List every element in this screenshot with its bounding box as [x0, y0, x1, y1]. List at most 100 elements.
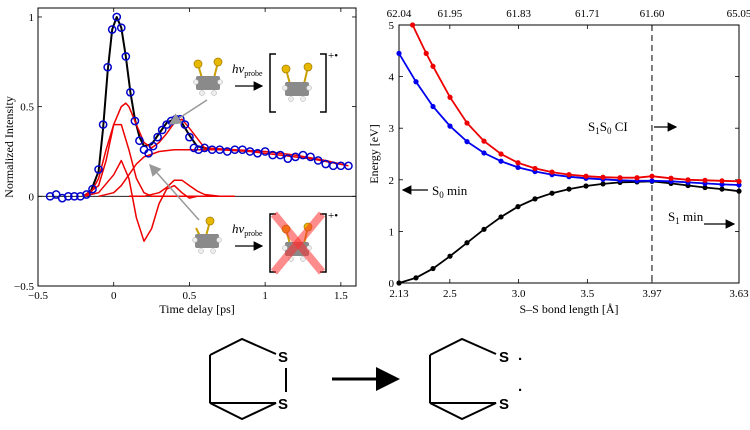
reactant-s2: S: [278, 396, 288, 413]
right-data-point: [617, 175, 623, 181]
left-data-point: [88, 184, 97, 194]
pointer-arrow-upper: [168, 99, 208, 125]
bracket-left-upper: [269, 53, 276, 113]
left-series-line-4: [83, 159, 220, 242]
right-data-point: [430, 63, 436, 69]
left-plot-frame: [37, 7, 357, 287]
right-data-point: [600, 174, 606, 180]
product-s2: S: [499, 396, 509, 413]
molecule-icon-lower: [192, 216, 222, 254]
right-data-point: [634, 175, 640, 181]
right-data-point: [481, 226, 487, 232]
left-data-point: [253, 148, 262, 158]
reactant-s1: S: [278, 349, 288, 366]
left-x-tick-label: 0: [111, 290, 117, 302]
left-y-axis-label: Normalized Intensity: [2, 96, 16, 198]
radical-dot-1: ·: [518, 351, 523, 368]
reaction-scheme: S S S S · ·: [209, 337, 523, 421]
left-series-line-3: [83, 123, 220, 198]
dithiane-reactant: S S: [209, 337, 288, 421]
cation-icon: [281, 62, 313, 102]
right-data-point: [719, 178, 725, 184]
left-data-point: [157, 125, 167, 135]
right-y-tick-label: 2: [389, 175, 395, 187]
right-x-tick-label: 3.5: [580, 288, 594, 300]
left-data-point: [135, 136, 144, 146]
right-x-tick-label: 3.63: [729, 288, 749, 300]
right-data-point: [600, 181, 606, 187]
bracket-right-upper: [320, 53, 327, 113]
right-y-tick-label: 0: [389, 278, 395, 290]
left-x-axis-label: Time delay [ps]: [159, 302, 235, 316]
cross-out-icon: [270, 211, 326, 275]
right-data-point: [423, 50, 429, 56]
left-data-point: [238, 145, 247, 155]
right-top-tick-label: 62.04: [387, 8, 412, 20]
right-top-tick-label: 61.95: [437, 8, 462, 20]
right-data-point: [549, 190, 555, 196]
left-data-point: [321, 159, 331, 169]
probe-inset-lower: hνprobe +•: [149, 163, 338, 275]
bracket-left-lower: [269, 213, 276, 273]
left-data-point: [283, 154, 293, 164]
right-data-point: [430, 265, 436, 272]
left-data-point: [94, 165, 103, 174]
probe-inset-upper: hνprobe +•: [168, 50, 338, 125]
left-data-point: [200, 143, 209, 153]
right-y-axis-label: Energy [eV]: [367, 124, 381, 183]
right-plot-frame: [398, 24, 740, 284]
right-data-point: [498, 151, 504, 157]
left-data-point: [291, 152, 300, 162]
left-data-point: [126, 87, 135, 97]
hv-probe-label-lower: hνprobe: [232, 221, 263, 238]
left-data-point: [313, 156, 323, 165]
right-data-point: [498, 158, 504, 164]
left-data-point: [103, 62, 113, 72]
right-data-point: [430, 103, 436, 110]
left-data-point: [116, 23, 126, 33]
left-x-tick-label: 0.5: [183, 290, 197, 302]
right-data-point: [447, 253, 453, 259]
s0-min-label: S0 min: [432, 183, 468, 200]
left-data-point: [185, 132, 194, 142]
right-data-point: [566, 186, 572, 192]
right-y-tick-label: 5: [389, 20, 395, 32]
right-data-point: [498, 214, 504, 220]
left-data-point: [82, 190, 91, 199]
right-data-point: [532, 196, 538, 202]
left-data-point: [344, 161, 353, 171]
left-series-line-5: [128, 179, 235, 198]
right-x-tick-label: 2.13: [389, 288, 409, 300]
right-data-point: [566, 172, 572, 178]
left-data-point: [107, 25, 117, 34]
right-y-tick-label: 3: [389, 123, 395, 135]
left-data-point: [98, 120, 108, 129]
right-x-tick-label: 3.0: [512, 288, 526, 300]
left-data-point: [189, 143, 199, 153]
hv-probe-label-upper: hνprobe: [232, 61, 263, 78]
left-data-point: [153, 132, 162, 142]
right-data-point: [532, 165, 538, 172]
right-data-point: [413, 79, 419, 85]
pointer-arrow-lower: [149, 163, 200, 221]
right-top-tick-label: 61.60: [640, 8, 665, 20]
right-data-point: [702, 184, 708, 191]
left-data-point: [275, 150, 285, 160]
left-y-tick-label: 0: [29, 191, 35, 203]
right-data-point: [410, 22, 416, 28]
right-data-point: [583, 183, 589, 189]
right-data-point: [515, 204, 521, 210]
right-x-tick-label: 2.5: [443, 288, 457, 300]
left-x-tick-label: −0.5: [28, 290, 48, 302]
right-y-tick-label: 1: [389, 226, 395, 238]
right-data-point: [447, 123, 453, 129]
product-s1: S: [499, 349, 509, 366]
right-data-point: [719, 186, 725, 192]
left-data-point: [69, 191, 79, 201]
right-data-point: [719, 181, 725, 188]
s1s0-ci-label: S1S0 CI: [588, 119, 628, 136]
left-data-point: [130, 116, 140, 126]
right-data-point: [481, 150, 487, 156]
s1-min-label: S1 min: [668, 209, 704, 226]
right-series-line-2: [411, 24, 740, 183]
